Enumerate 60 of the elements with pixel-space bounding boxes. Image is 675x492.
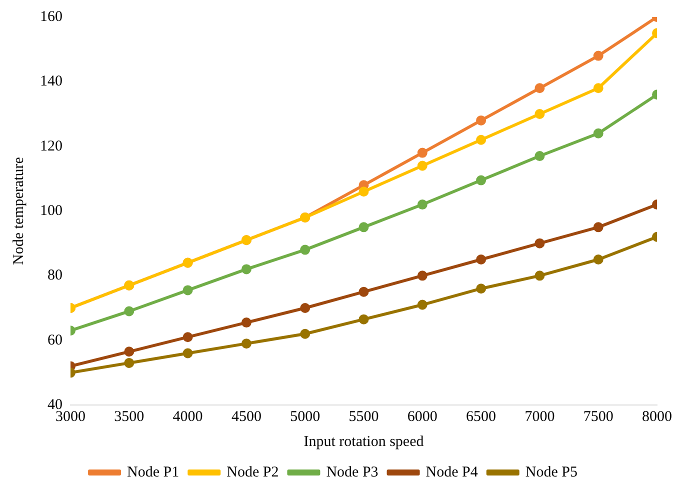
legend-label: Node P1: [127, 464, 180, 480]
y-tick-label: 100: [40, 202, 62, 219]
point: [417, 200, 428, 210]
x-axis-title: Input rotation speed: [304, 434, 424, 450]
x-tick-label: 4500: [231, 408, 262, 425]
point: [124, 346, 134, 357]
y-axis-title: Node temperature: [10, 156, 27, 265]
point: [358, 314, 369, 324]
point: [417, 148, 428, 158]
point: [534, 270, 545, 281]
point: [124, 358, 134, 368]
point: [417, 300, 428, 310]
x-tick-label: 5000: [290, 408, 320, 425]
point: [534, 238, 545, 248]
point: [534, 151, 545, 162]
point: [182, 285, 193, 296]
x-tick-label: 6000: [407, 408, 438, 425]
point: [593, 50, 604, 61]
point: [358, 222, 369, 232]
point: [358, 186, 369, 197]
point: [417, 160, 428, 171]
point: [358, 286, 369, 297]
y-tick-label: 120: [40, 138, 62, 154]
point: [300, 303, 310, 313]
point: [593, 254, 604, 264]
point: [417, 270, 428, 281]
y-tick-label: 60: [48, 332, 62, 348]
legend-label: Node P5: [525, 464, 578, 480]
point: [593, 128, 604, 138]
x-tick-label: 6500: [466, 408, 496, 425]
point: [300, 244, 310, 255]
point: [241, 338, 252, 349]
legend-label: Node P4: [426, 464, 478, 480]
y-tick-label: 80: [48, 268, 62, 284]
x-tick-label: 3000: [56, 408, 86, 425]
x-tick-label: 8000: [642, 408, 672, 425]
x-tick-label: 3500: [114, 408, 144, 425]
point: [476, 254, 486, 264]
point: [241, 264, 252, 274]
point: [534, 83, 545, 94]
x-tick-label: 4000: [172, 408, 203, 425]
x-tick-label: 7000: [524, 408, 555, 425]
point: [182, 348, 193, 358]
point: [476, 284, 486, 294]
point: [124, 306, 134, 316]
x-tick-label: 7500: [583, 408, 614, 425]
point: [241, 318, 252, 328]
point: [476, 175, 486, 186]
y-tick-label: 140: [40, 74, 62, 90]
point: [534, 109, 545, 119]
legend-label: Node P3: [326, 464, 378, 480]
point: [593, 222, 604, 232]
legend-label: Node P2: [226, 464, 279, 480]
y-tick-label: 160: [40, 8, 62, 25]
point: [182, 332, 193, 342]
point: [476, 115, 486, 126]
point: [476, 134, 486, 145]
x-tick-label: 5500: [348, 408, 379, 425]
point: [300, 328, 310, 339]
point: [593, 83, 604, 94]
